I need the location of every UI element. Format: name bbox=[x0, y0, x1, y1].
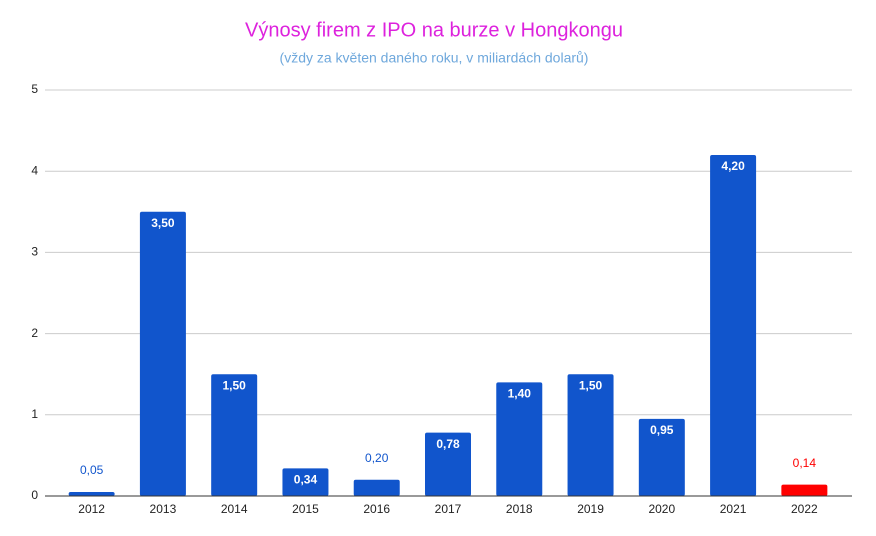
x-tick-label: 2021 bbox=[720, 502, 747, 516]
bar bbox=[425, 432, 471, 496]
bar bbox=[638, 418, 685, 496]
x-tick-label: 2016 bbox=[363, 502, 390, 516]
value-label: 4,20 bbox=[721, 159, 745, 173]
bar bbox=[353, 479, 400, 496]
value-label: 0,14 bbox=[793, 456, 817, 470]
bar bbox=[139, 211, 186, 497]
y-tick-label: 2 bbox=[31, 326, 38, 340]
value-label: 1,40 bbox=[508, 386, 532, 400]
value-label: 0,34 bbox=[294, 473, 318, 487]
bar bbox=[68, 491, 115, 496]
y-tick-label: 3 bbox=[31, 245, 38, 259]
chart-title: Výnosy firem z IPO na burze v Hongkongu bbox=[245, 19, 623, 41]
bar bbox=[567, 374, 614, 496]
x-tick-label: 2019 bbox=[577, 502, 604, 516]
x-tick-label: 2014 bbox=[221, 502, 248, 516]
value-label: 0,78 bbox=[436, 437, 460, 451]
value-label: 1,50 bbox=[579, 378, 603, 392]
value-label: 0,20 bbox=[365, 451, 389, 465]
y-tick-label: 0 bbox=[31, 488, 38, 502]
y-tick-label: 5 bbox=[31, 82, 38, 96]
bar bbox=[211, 374, 258, 496]
x-tick-label: 2018 bbox=[506, 502, 533, 516]
x-tick-label: 2020 bbox=[648, 502, 675, 516]
value-label: 1,50 bbox=[223, 378, 247, 392]
value-label: 0,05 bbox=[80, 463, 104, 477]
x-tick-label: 2017 bbox=[435, 502, 462, 516]
bar bbox=[282, 468, 329, 496]
x-tick-label: 2012 bbox=[78, 502, 105, 516]
bar bbox=[710, 154, 757, 496]
bar bbox=[496, 382, 543, 496]
y-tick-label: 4 bbox=[31, 163, 38, 177]
value-label: 3,50 bbox=[151, 216, 175, 230]
x-tick-label: 2015 bbox=[292, 502, 319, 516]
x-tick-label: 2022 bbox=[791, 502, 818, 516]
bar bbox=[781, 484, 828, 496]
value-label: 0,95 bbox=[650, 423, 674, 437]
x-tick-label: 2013 bbox=[150, 502, 177, 516]
chart-subtitle: (vždy za květen daného roku, v miliardác… bbox=[280, 50, 589, 66]
y-tick-label: 1 bbox=[31, 407, 38, 421]
